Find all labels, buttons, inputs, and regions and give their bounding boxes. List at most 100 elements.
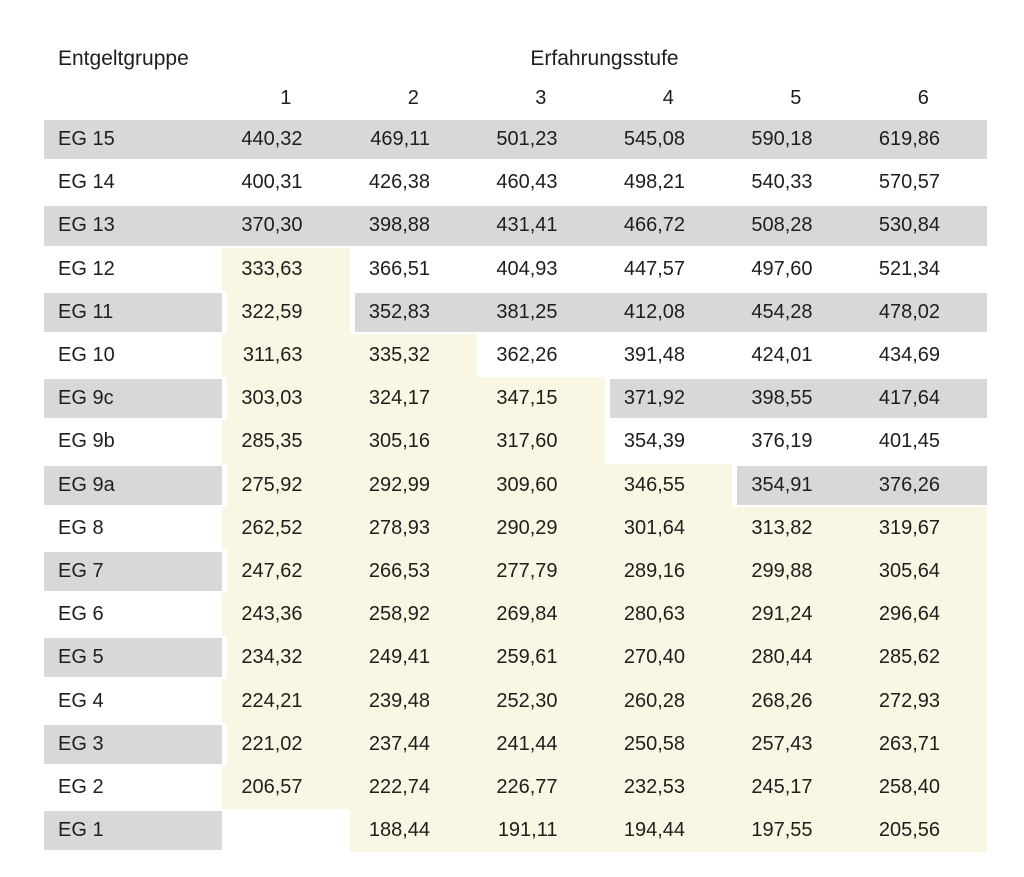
table-header-levels: 1 2 3 4 5 6 — [44, 78, 987, 118]
table-row: EG 10 311,63 335,32 362,26 391,48 424,01 434,6… — [44, 333, 987, 378]
value-cell: 391,48 — [604, 333, 732, 378]
value-cell: 530,84 — [859, 204, 987, 248]
table-row: EG 8 262,52 278,93 290,29 301,64 313,82 319,67 — [44, 506, 987, 550]
value-cell: 243,36 — [222, 593, 350, 637]
value-cell: 313,82 — [732, 506, 860, 550]
value-cell: 619,86 — [859, 118, 987, 162]
value-cell: 269,84 — [477, 593, 605, 637]
value-cell: 197,55 — [732, 809, 860, 853]
value-cell: 260,28 — [604, 679, 732, 723]
table-header-groups: Entgeltgruppe Erfahrungsstufe — [44, 40, 987, 78]
value-cell: 426,38 — [349, 161, 477, 205]
value-cell: 521,34 — [859, 247, 987, 291]
value-cell: 224,21 — [222, 679, 350, 723]
table-row: EG 15 440,32 469,11 501,23 545,08 590,18 619,8… — [44, 118, 987, 162]
row-label: EG 15 — [44, 118, 222, 162]
table-row: EG 14 400,31 426,38 460,43 498,21 540,33 570,5… — [44, 161, 987, 205]
row-label: EG 12 — [44, 247, 222, 291]
value-cell: 301,64 — [604, 506, 732, 550]
value-cell: 352,83 — [349, 290, 477, 334]
table-body: EG 15 440,32 469,11 501,23 545,08 590,18 619,8… — [44, 118, 987, 853]
value-cell: 245,17 — [732, 765, 860, 809]
value-cell: 191,11 — [477, 809, 605, 853]
value-cell: 305,16 — [349, 420, 477, 464]
value-cell: 247,62 — [222, 549, 350, 594]
value-cell: 322,59 — [222, 290, 350, 334]
row-label: EG 9b — [44, 420, 222, 464]
value-cell: 278,93 — [349, 506, 477, 550]
value-cell: 252,30 — [477, 679, 605, 723]
row-label: EG 10 — [44, 333, 222, 378]
value-cell: 311,63 — [222, 333, 350, 378]
value-cell: 222,74 — [349, 765, 477, 809]
value-cell: 188,44 — [349, 809, 477, 853]
table-row: EG 9a 275,92 292,99 309,60 346,55 354,91 376,2… — [44, 463, 987, 507]
row-label: EG 5 — [44, 636, 222, 680]
level-header-3: 3 — [535, 86, 547, 109]
table-row: EG 6 243,36 258,92 269,84 280,63 291,24 296,64 — [44, 593, 987, 637]
value-cell: 268,26 — [732, 679, 860, 723]
value-cell: 412,08 — [604, 290, 732, 334]
level-header-4: 4 — [662, 86, 674, 109]
value-cell: 478,02 — [859, 290, 987, 334]
table-row: EG 4 224,21 239,48 252,30 260,28 268,26 272,93 — [44, 679, 987, 723]
value-cell: 258,40 — [859, 765, 987, 809]
value-cell: 434,69 — [859, 333, 987, 378]
value-cell: 234,32 — [222, 636, 350, 680]
table-row: EG 7 247,62 266,53 277,79 289,16 299,88 305,64 — [44, 549, 987, 594]
row-label: EG 13 — [44, 204, 222, 248]
value-cell: 460,43 — [477, 161, 605, 205]
value-cell: 257,43 — [732, 722, 860, 766]
value-cell: 277,79 — [477, 549, 605, 594]
table-row: EG 9c 303,03 324,17 347,15 371,92 398,55 417,6… — [44, 377, 987, 421]
value-cell: 299,88 — [732, 549, 860, 594]
level-header-6: 6 — [917, 86, 929, 109]
value-cell: 400,31 — [222, 161, 350, 205]
value-cell: 324,17 — [349, 377, 477, 421]
value-cell: 263,71 — [859, 722, 987, 766]
value-cell: 398,88 — [349, 204, 477, 248]
value-cell: 206,57 — [222, 765, 350, 809]
salary-table: Entgeltgruppe Erfahrungsstufe 1 2 3 4 5 … — [44, 40, 987, 853]
value-cell: 370,30 — [222, 204, 350, 248]
row-label: EG 7 — [44, 549, 222, 594]
value-cell: 305,64 — [859, 549, 987, 594]
value-cell: 250,58 — [604, 722, 732, 766]
value-cell: 317,60 — [477, 420, 605, 464]
value-cell: 346,55 — [604, 463, 732, 507]
value-cell: 291,24 — [732, 593, 860, 637]
value-cell: 347,15 — [477, 377, 605, 421]
value-cell: 285,62 — [859, 636, 987, 680]
value-cell: 335,32 — [349, 333, 477, 378]
value-cell: 371,92 — [604, 377, 732, 421]
row-label: EG 9a — [44, 463, 222, 507]
value-cell: 258,92 — [349, 593, 477, 637]
level-header-1: 1 — [280, 86, 292, 109]
value-cell: 226,77 — [477, 765, 605, 809]
level-header-5: 5 — [790, 86, 802, 109]
value-cell: 285,35 — [222, 420, 350, 464]
row-label: EG 4 — [44, 679, 222, 723]
value-cell: 466,72 — [604, 204, 732, 248]
value-cell: 237,44 — [349, 722, 477, 766]
value-cell — [222, 809, 350, 853]
row-label: EG 11 — [44, 290, 222, 334]
row-label: EG 6 — [44, 593, 222, 637]
value-cell: 447,57 — [604, 247, 732, 291]
value-cell: 498,21 — [604, 161, 732, 205]
value-cell: 303,03 — [222, 377, 350, 421]
value-cell: 333,63 — [222, 247, 350, 291]
value-cell: 239,48 — [349, 679, 477, 723]
value-cell: 289,16 — [604, 549, 732, 594]
row-label: EG 3 — [44, 722, 222, 766]
value-cell: 469,11 — [349, 118, 477, 162]
value-cell: 280,63 — [604, 593, 732, 637]
value-cell: 280,44 — [732, 636, 860, 680]
value-cell: 296,64 — [859, 593, 987, 637]
value-cell: 319,67 — [859, 506, 987, 550]
value-cell: 454,28 — [732, 290, 860, 334]
table-row: EG 11 322,59 352,83 381,25 412,08 454,28 478,0… — [44, 290, 987, 334]
value-cell: 194,44 — [604, 809, 732, 853]
value-cell: 241,44 — [477, 722, 605, 766]
value-cell: 404,93 — [477, 247, 605, 291]
